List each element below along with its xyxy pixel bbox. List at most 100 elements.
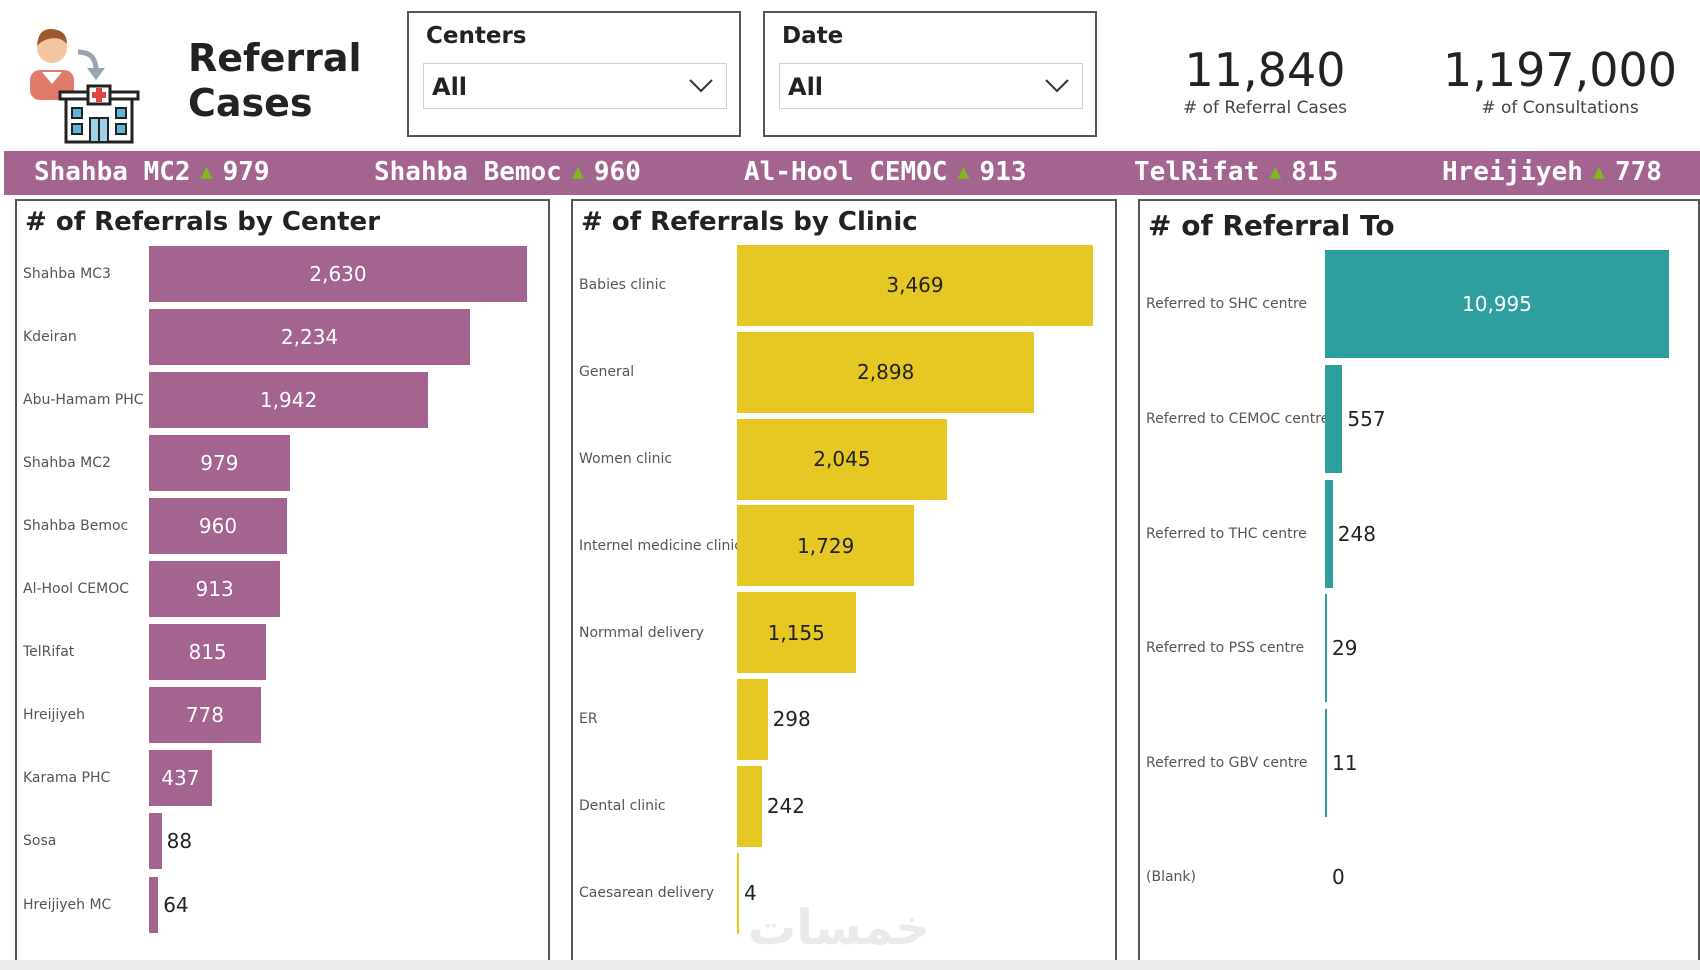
up-arrow-icon: ▲ xyxy=(1269,159,1282,183)
bar-center[interactable] xyxy=(149,561,281,618)
data-label: 64 xyxy=(163,892,189,917)
referral-to-chart: # of Referral To Referred to SHC centre 1… xyxy=(1138,199,1700,970)
category-label: General xyxy=(579,364,635,381)
category-label: Shahba Bemoc xyxy=(23,517,129,534)
bar-referral-to[interactable] xyxy=(1325,250,1669,359)
data-label: 979 xyxy=(200,450,239,475)
data-label: 2,234 xyxy=(280,324,339,349)
data-label: 29 xyxy=(1332,636,1358,661)
data-label: 778 xyxy=(185,703,224,728)
bar-center[interactable] xyxy=(149,308,471,365)
referrals-by-center-chart: # of Referrals by Center Shahba MC3 2,630… xyxy=(15,199,550,970)
data-label: 960 xyxy=(198,513,238,538)
category-label: Referred to SHC centre xyxy=(1146,296,1308,313)
footer-strip xyxy=(0,960,1700,970)
centers-dropdown[interactable]: All xyxy=(423,63,727,109)
ticker-item-value: 778 xyxy=(1614,157,1662,187)
bar-center[interactable] xyxy=(149,750,212,807)
up-arrow-icon: ▲ xyxy=(957,159,970,183)
ticker-item-name: Shahba Bemoc xyxy=(374,157,562,187)
up-arrow-icon: ▲ xyxy=(200,159,213,183)
ticker-item-name: Shahba MC2 xyxy=(34,157,191,187)
bar-clinic[interactable] xyxy=(737,852,739,934)
bar-center[interactable] xyxy=(149,687,261,744)
ticker-item: Hreijiyeh ▲ 778 xyxy=(1442,157,1662,187)
bar-clinic[interactable] xyxy=(737,418,947,500)
data-label: 1,729 xyxy=(797,533,855,558)
ticker-item: Shahba Bemoc ▲ 960 xyxy=(374,157,641,187)
bar-referral-to[interactable] xyxy=(1325,594,1327,703)
centers-slicer-label: Centers xyxy=(426,23,527,49)
category-label: Abu-Hamam PHC xyxy=(23,391,144,408)
category-label: TelRifat xyxy=(23,644,75,661)
centers-dropdown-value: All xyxy=(432,73,468,101)
date-dropdown[interactable]: All xyxy=(779,63,1083,109)
data-label: 248 xyxy=(1337,521,1376,546)
category-label: Al-Hool CEMOC xyxy=(23,581,130,598)
bar-clinic[interactable] xyxy=(737,592,856,674)
ticker-item-value: 979 xyxy=(222,157,270,187)
bar-referral-to[interactable] xyxy=(1325,479,1333,588)
category-label: (Blank) xyxy=(1146,869,1196,886)
chart-title: # of Referrals by Center xyxy=(25,207,381,237)
ticker-item-name: Al-Hool CEMOC xyxy=(744,157,948,187)
ticker-bar: Shahba MC2 ▲ 979 Shahba Bemoc ▲ 960 Al-Hool … xyxy=(4,151,1700,195)
category-label: Normmal delivery xyxy=(579,624,704,641)
page-title: Referral Cases xyxy=(188,36,378,126)
category-label: Referred to GBV centre xyxy=(1146,754,1308,771)
bar-clinic[interactable] xyxy=(737,244,1093,326)
data-label: 242 xyxy=(766,794,806,819)
data-label: 1,942 xyxy=(259,387,318,412)
category-label: Referred to PSS centre xyxy=(1146,640,1305,657)
kpi-referral-cases-caption: # of Referral Cases xyxy=(1182,98,1348,118)
ticker-item-name: TelRifat xyxy=(1134,157,1260,187)
date-slicer: Date All xyxy=(763,11,1097,137)
category-label: Babies clinic xyxy=(579,277,667,294)
ticker-item: Shahba MC2 ▲ 979 xyxy=(34,157,270,187)
bar-clinic[interactable] xyxy=(737,331,1035,413)
bar-center[interactable] xyxy=(149,434,290,491)
kpi-referral-cases: 11,840 # of Referral Cases xyxy=(1160,44,1370,118)
up-arrow-icon: ▲ xyxy=(1592,159,1605,183)
chart-title: # of Referrals by Clinic xyxy=(581,207,918,237)
bar-clinic[interactable] xyxy=(737,765,762,847)
ticker-item-value: 913 xyxy=(979,157,1027,187)
category-label: Hreijiyeh MC xyxy=(23,896,112,913)
data-label: 3,469 xyxy=(886,273,944,298)
page-title-line2: Cases xyxy=(188,81,313,125)
category-label: Shahba MC2 xyxy=(23,454,111,471)
data-label: 88 xyxy=(166,829,193,854)
ticker-item-value: 815 xyxy=(1291,157,1339,187)
doctor-hospital-icon xyxy=(30,28,140,144)
bar-center[interactable] xyxy=(149,497,287,554)
data-label: 815 xyxy=(188,640,227,665)
date-dropdown-value: All xyxy=(788,73,824,101)
page-title-line1: Referral xyxy=(188,36,362,80)
centers-slicer: Centers All xyxy=(407,11,741,137)
category-label: Caesarean delivery xyxy=(579,885,715,901)
bar-center[interactable] xyxy=(149,876,159,933)
date-slicer-label: Date xyxy=(782,23,844,49)
category-label: Referred to CEMOC centre xyxy=(1146,410,1330,427)
chevron-down-icon xyxy=(689,79,713,93)
bar-center[interactable] xyxy=(149,813,162,870)
bar-clinic[interactable] xyxy=(737,678,768,760)
data-label: 913 xyxy=(195,577,234,602)
ticker-item: Al-Hool CEMOC ▲ 913 xyxy=(744,157,1027,187)
bar-center[interactable] xyxy=(149,624,267,681)
bar-referral-to[interactable] xyxy=(1325,364,1343,473)
category-label: Women clinic xyxy=(579,451,673,467)
ticker-item-name: Hreijiyeh xyxy=(1442,157,1583,187)
category-label: Dental clinic xyxy=(579,798,666,815)
bar-clinic[interactable] xyxy=(737,505,915,587)
data-label: 10,995 xyxy=(1462,292,1532,317)
bar-center[interactable] xyxy=(149,245,527,302)
data-label: 2,898 xyxy=(857,360,915,385)
category-label: Kdeiran xyxy=(23,328,77,345)
bar-center[interactable] xyxy=(149,371,429,428)
watermark: خمسات xyxy=(748,900,930,956)
category-label: Internel medicine clinic xyxy=(579,537,742,554)
bar-referral-to[interactable] xyxy=(1325,708,1327,817)
category-label: Hreijiyeh xyxy=(23,707,86,724)
ticker-item-value: 960 xyxy=(593,157,641,187)
